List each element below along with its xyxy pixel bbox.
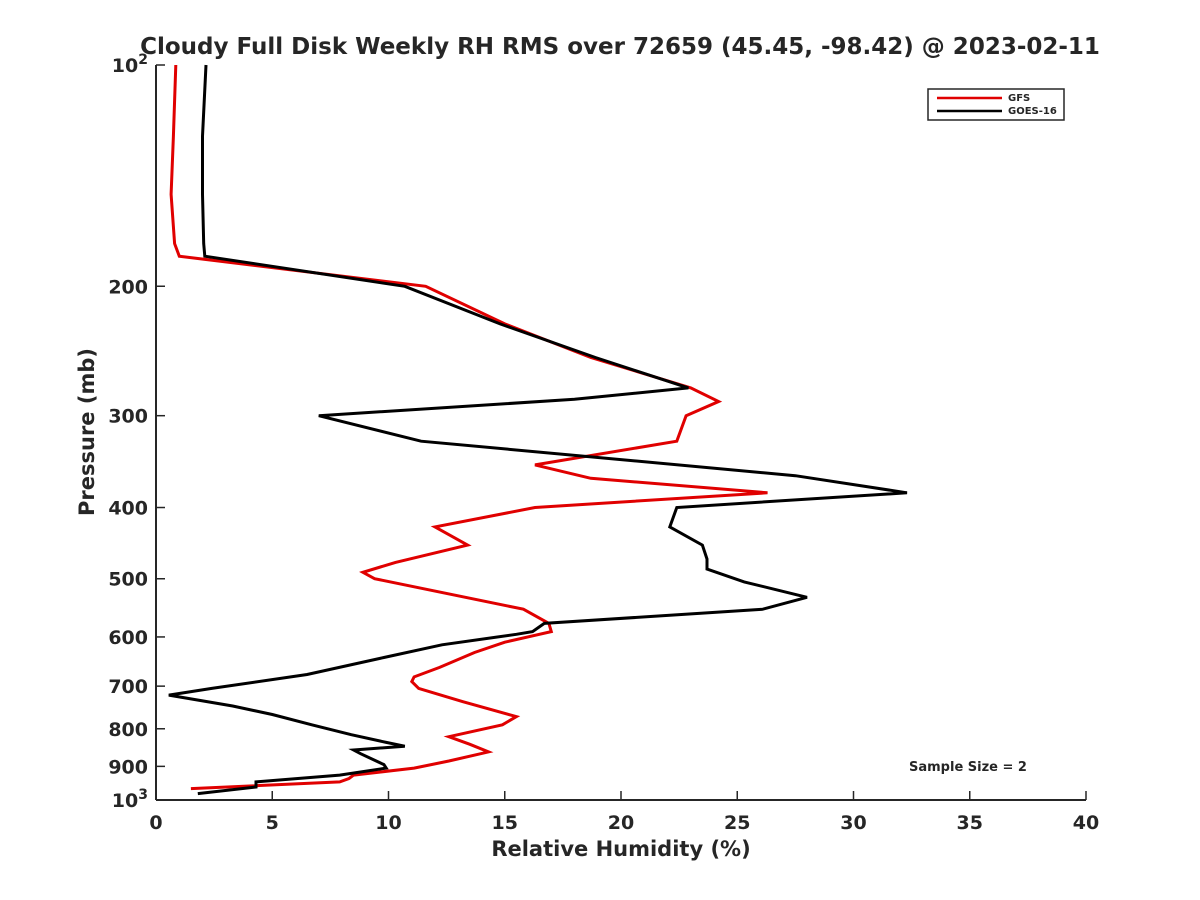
y-tick-label: 200: [108, 276, 148, 298]
x-tick-label: 10: [375, 812, 401, 834]
y-tick-label: 500: [108, 569, 148, 591]
y-axis-label: Pressure (mb): [75, 348, 99, 516]
x-tick-label: 30: [840, 812, 866, 834]
legend-label-goes16: GOES-16: [1008, 106, 1057, 117]
series-line-goes16: [168, 64, 908, 796]
x-tick-label: 35: [957, 812, 983, 834]
x-ticks: 0 5 10 15 20 25 30 35 40: [149, 791, 1099, 834]
x-tick-label: 25: [724, 812, 750, 834]
x-axis-label: Relative Humidity (%): [491, 837, 750, 861]
y-tick-label: 400: [108, 498, 148, 520]
y-tick-label: 900: [108, 756, 148, 778]
chart-title: Cloudy Full Disk Weekly RH RMS over 7265…: [140, 34, 1100, 60]
x-tick-label: 15: [492, 812, 518, 834]
x-tick-label: 40: [1073, 812, 1099, 834]
x-tick-label: 0: [149, 812, 162, 834]
series-layer: [168, 64, 908, 796]
y-tick-label: 103: [112, 787, 148, 812]
legend: GFS GOES-16: [927, 88, 1065, 121]
y-tick-label: 300: [108, 406, 148, 428]
x-tick-label: 5: [266, 812, 279, 834]
y-tick-label: 102: [112, 52, 148, 77]
y-ticks: 102 200 300 400 500 600 700 800 900 103: [108, 52, 165, 812]
y-tick-label: 800: [108, 719, 148, 741]
y-tick-label: 600: [108, 627, 148, 649]
x-tick-label: 20: [608, 812, 634, 834]
y-tick-label: 700: [108, 676, 148, 698]
legend-box: [927, 88, 1065, 121]
plot-area: 0 5 10 15 20 25 30 35 40 102 200 300 400 500 600 700 80…: [108, 52, 1099, 834]
legend-label-gfs: GFS: [1008, 93, 1030, 104]
sample-size-annotation: Sample Size = 2: [909, 760, 1027, 775]
